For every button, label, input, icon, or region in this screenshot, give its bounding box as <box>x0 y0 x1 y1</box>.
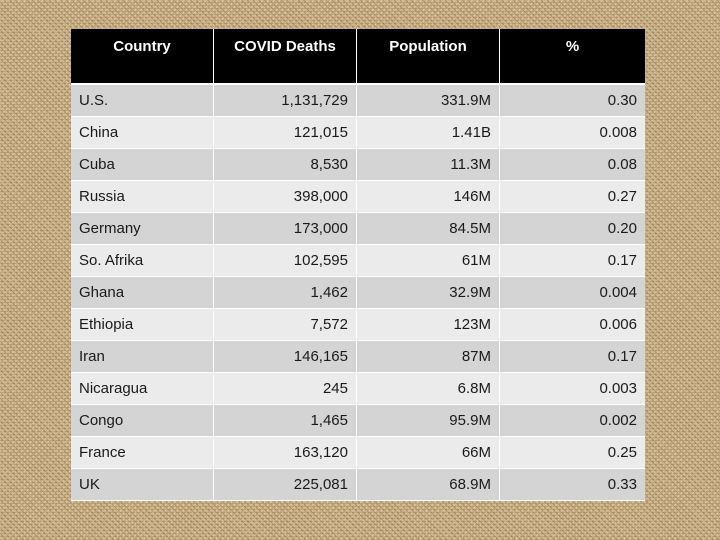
cell-covid-deaths: 173,000 <box>214 213 357 245</box>
cell-population: 84.5M <box>357 213 500 245</box>
table-row: Russia 398,000 146M 0.27 <box>71 181 645 213</box>
cell-covid-deaths: 163,120 <box>214 437 357 469</box>
cell-covid-deaths: 1,131,729 <box>214 85 357 117</box>
cell-country: France <box>71 437 214 469</box>
cell-percent: 0.003 <box>500 373 645 405</box>
cell-country: So. Afrika <box>71 245 214 277</box>
cell-covid-deaths: 225,081 <box>214 469 357 501</box>
cell-population: 68.9M <box>357 469 500 501</box>
cell-percent: 0.006 <box>500 309 645 341</box>
cell-percent: 0.17 <box>500 245 645 277</box>
cell-population: 87M <box>357 341 500 373</box>
cell-population: 32.9M <box>357 277 500 309</box>
cell-covid-deaths: 146,165 <box>214 341 357 373</box>
cell-population: 66M <box>357 437 500 469</box>
cell-percent: 0.002 <box>500 405 645 437</box>
cell-covid-deaths: 398,000 <box>214 181 357 213</box>
table-row: Cuba 8,530 11.3M 0.08 <box>71 149 645 181</box>
cell-covid-deaths: 102,595 <box>214 245 357 277</box>
cell-population: 123M <box>357 309 500 341</box>
cell-country: UK <box>71 469 214 501</box>
cell-percent: 0.17 <box>500 341 645 373</box>
table-row: Ethiopia 7,572 123M 0.006 <box>71 309 645 341</box>
cell-population: 61M <box>357 245 500 277</box>
cell-percent: 0.30 <box>500 85 645 117</box>
cell-country: Congo <box>71 405 214 437</box>
cell-percent: 0.27 <box>500 181 645 213</box>
cell-country: Nicaragua <box>71 373 214 405</box>
cell-percent: 0.25 <box>500 437 645 469</box>
cell-country: Iran <box>71 341 214 373</box>
table-row: Ghana 1,462 32.9M 0.004 <box>71 277 645 309</box>
cell-population: 6.8M <box>357 373 500 405</box>
cell-country: U.S. <box>71 85 214 117</box>
cell-country: Ethiopia <box>71 309 214 341</box>
cell-country: Russia <box>71 181 214 213</box>
cell-covid-deaths: 245 <box>214 373 357 405</box>
table-row: U.S. 1,131,729 331.9M 0.30 <box>71 85 645 117</box>
cell-population: 11.3M <box>357 149 500 181</box>
table-row: So. Afrika 102,595 61M 0.17 <box>71 245 645 277</box>
cell-country: China <box>71 117 214 149</box>
table-row: Iran 146,165 87M 0.17 <box>71 341 645 373</box>
table-row: Nicaragua 245 6.8M 0.003 <box>71 373 645 405</box>
cell-covid-deaths: 1,465 <box>214 405 357 437</box>
cell-percent: 0.33 <box>500 469 645 501</box>
cell-country: Ghana <box>71 277 214 309</box>
table-row: Congo 1,465 95.9M 0.002 <box>71 405 645 437</box>
table-row: France 163,120 66M 0.25 <box>71 437 645 469</box>
header-covid-deaths: COVID Deaths <box>214 29 357 85</box>
cell-population: 95.9M <box>357 405 500 437</box>
header-percent: % <box>500 29 645 85</box>
table-header-row: Country COVID Deaths Population % <box>71 29 645 85</box>
header-country: Country <box>71 29 214 85</box>
cell-country: Germany <box>71 213 214 245</box>
cell-population: 1.41B <box>357 117 500 149</box>
cell-population: 146M <box>357 181 500 213</box>
cell-percent: 0.008 <box>500 117 645 149</box>
cell-population: 331.9M <box>357 85 500 117</box>
table-row: UK 225,081 68.9M 0.33 <box>71 469 645 501</box>
cell-percent: 0.004 <box>500 277 645 309</box>
table-row: China 121,015 1.41B 0.008 <box>71 117 645 149</box>
cell-covid-deaths: 7,572 <box>214 309 357 341</box>
cell-covid-deaths: 8,530 <box>214 149 357 181</box>
cell-covid-deaths: 1,462 <box>214 277 357 309</box>
table-row: Germany 173,000 84.5M 0.20 <box>71 213 645 245</box>
header-population: Population <box>357 29 500 85</box>
cell-country: Cuba <box>71 149 214 181</box>
cell-percent: 0.20 <box>500 213 645 245</box>
cell-covid-deaths: 121,015 <box>214 117 357 149</box>
covid-deaths-table: Country COVID Deaths Population % U.S. 1,… <box>71 29 645 501</box>
cell-percent: 0.08 <box>500 149 645 181</box>
